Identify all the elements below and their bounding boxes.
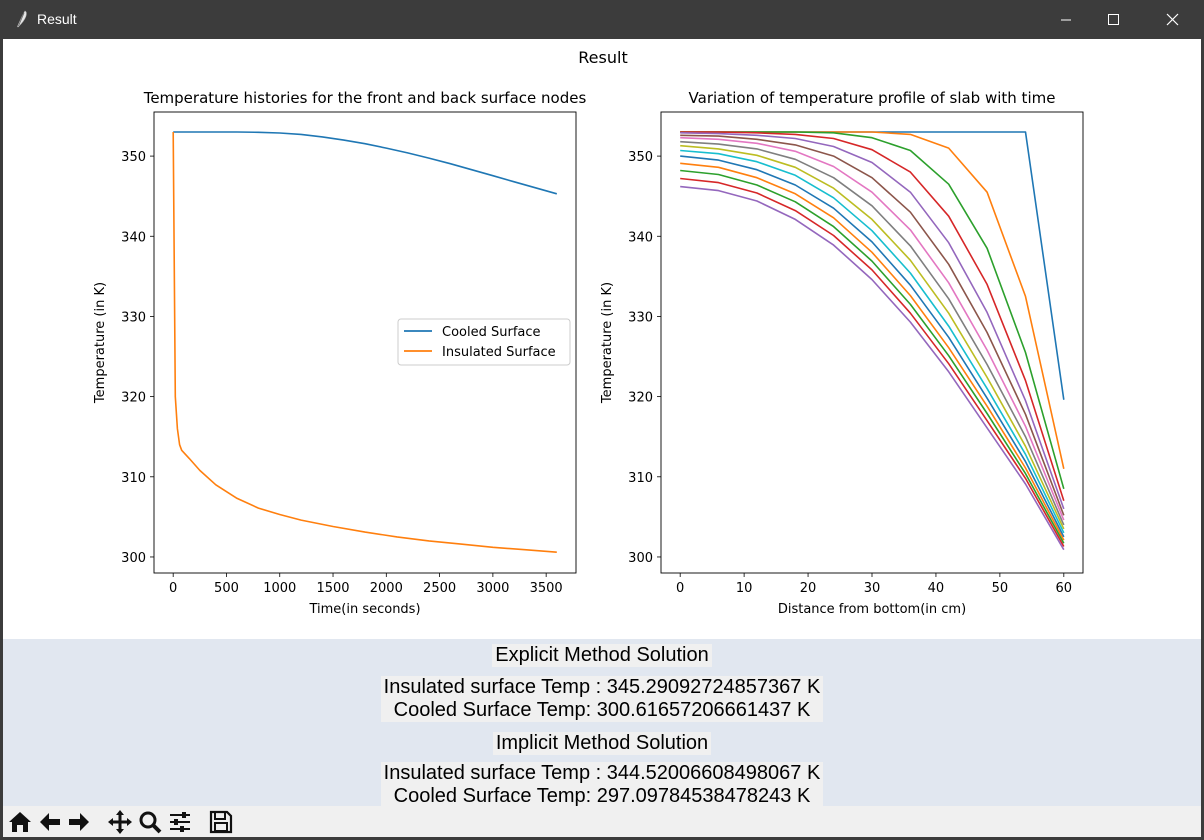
chart1-title: Temperature histories for the front and … (143, 89, 587, 107)
chart1-ytick-label: 300 (121, 551, 146, 566)
chart1-series-line-1 (173, 131, 558, 195)
chart2-ytick-label: 300 (628, 551, 653, 566)
results-panel: Explicit Method Solution Insulated surfa… (3, 639, 1201, 808)
home-button[interactable] (6, 808, 34, 836)
explicit-cooled-temp: Cooled Surface Temp: 300.61657206661437 … (393, 699, 811, 722)
chart2-ylabel: Temperature (in K) (600, 282, 615, 404)
implicit-title-row: Implicit Method Solution (3, 732, 1201, 755)
configure-subplots-icon (170, 812, 190, 832)
chart2-series-line-3 (680, 131, 1065, 490)
forward-button[interactable] (65, 808, 93, 836)
implicit-result-text: Insulated surface Temp : 344.52006608498… (380, 762, 824, 808)
forward-icon (69, 813, 89, 831)
chart1-xlabel: Time(in seconds) (308, 602, 420, 617)
back-icon (40, 813, 60, 831)
zoom-button[interactable] (136, 808, 164, 836)
navigation-toolbar (3, 806, 1201, 837)
chart2-series-line-15 (680, 185, 1065, 551)
figure-svg: Result Temperature histories for the fro… (93, 48, 1084, 617)
minimize-icon (1061, 19, 1071, 21)
figure-suptitle: Result (578, 48, 627, 67)
close-button[interactable] (1150, 0, 1196, 39)
figure-canvas[interactable]: Result Temperature histories for the fro… (3, 39, 1201, 639)
chart2-ytick-label: 330 (628, 310, 653, 325)
chart2-series-line-8 (680, 140, 1065, 526)
chart2-series-line-4 (680, 131, 1065, 502)
chart2-xlabel: Distance from bottom(in cm) (778, 602, 966, 617)
chart2-xtick-label: 50 (992, 581, 1009, 596)
chart2-series-line-11 (680, 155, 1065, 538)
home-icon (9, 812, 31, 832)
implicit-cooled-temp: Cooled Surface Temp: 297.09784538478243 … (393, 785, 811, 808)
chart2-series-line-6 (680, 134, 1065, 516)
chart1-ytick-label: 320 (121, 391, 146, 406)
chart2-series-line-12 (680, 162, 1065, 541)
chart1-ytick-label: 350 (121, 150, 146, 165)
chart1-xtick-label: 3500 (530, 581, 563, 596)
explicit-method-title: Explicit Method Solution (492, 644, 712, 667)
implicit-result-row: Insulated surface Temp : 344.52006608498… (3, 762, 1201, 808)
chart2-series-line-13 (680, 169, 1065, 544)
chart2-xtick-label: 10 (736, 581, 753, 596)
chart1-xtick-label: 1500 (316, 581, 349, 596)
chart1-xtick-label: 1000 (263, 581, 296, 596)
close-icon (1166, 13, 1179, 26)
chart1-series-line-2 (172, 131, 557, 553)
chart2-xtick-label: 20 (800, 581, 817, 596)
implicit-method-title: Implicit Method Solution (492, 732, 712, 755)
chart2-ytick-label: 350 (628, 150, 653, 165)
chart1-xtick-label: 2500 (423, 581, 456, 596)
chart2-series-line-5 (680, 132, 1065, 510)
chart1-legend-label: Insulated Surface (442, 345, 556, 360)
explicit-title-row: Explicit Method Solution (3, 644, 1201, 667)
minimize-button[interactable] (1043, 0, 1089, 39)
maximize-icon (1108, 14, 1119, 25)
pan-button[interactable] (106, 808, 134, 836)
feather-icon (17, 10, 27, 28)
chart2-xtick-label: 60 (1056, 581, 1073, 596)
window-title: Result (37, 11, 77, 27)
window-titlebar: Result (0, 0, 1204, 39)
explicit-insulated-temp: Insulated surface Temp : 345.29092724857… (383, 676, 821, 699)
chart2-series-line-9 (680, 144, 1065, 530)
chart1-ytick-label: 340 (121, 230, 146, 245)
configure-subplots-button[interactable] (166, 808, 194, 836)
chart2-ytick-label: 320 (628, 391, 653, 406)
save-icon (209, 810, 233, 834)
chart1-xtick-label: 2000 (370, 581, 403, 596)
implicit-insulated-temp: Insulated surface Temp : 344.52006608498… (383, 762, 821, 785)
back-button[interactable] (36, 808, 64, 836)
chart2-ytick-label: 310 (628, 471, 653, 486)
chart1-plot-frame (153, 111, 577, 574)
chart1-xtick-label: 0 (169, 581, 177, 596)
chart2-series-line-10 (680, 149, 1065, 534)
chart1-xtick-label: 3000 (476, 581, 509, 596)
zoom-icon (139, 811, 162, 834)
explicit-result-text: Insulated surface Temp : 345.29092724857… (380, 676, 824, 722)
chart2-series-line-14 (680, 177, 1065, 547)
chart2-xtick-label: 30 (864, 581, 881, 596)
chart1-ylabel: Temperature (in K) (93, 282, 108, 404)
chart2-plot-frame (660, 111, 1084, 574)
chart1-legend-box (397, 318, 571, 366)
chart1-xtick-label: 500 (214, 581, 239, 596)
chart2-xtick-label: 40 (928, 581, 945, 596)
maximize-button[interactable] (1090, 0, 1136, 39)
chart1-legend-label: Cooled Surface (442, 325, 541, 340)
chart2-xtick-label: 0 (676, 581, 684, 596)
chart1-ytick-label: 330 (121, 310, 146, 325)
chart2-series-line-7 (680, 136, 1065, 521)
chart2-title: Variation of temperature profile of slab… (689, 89, 1056, 107)
chart1-ytick-label: 310 (121, 471, 146, 486)
save-button[interactable] (207, 808, 235, 836)
chart2-ytick-label: 340 (628, 230, 653, 245)
pan-icon (108, 810, 132, 834)
explicit-result-row: Insulated surface Temp : 345.29092724857… (3, 676, 1201, 722)
